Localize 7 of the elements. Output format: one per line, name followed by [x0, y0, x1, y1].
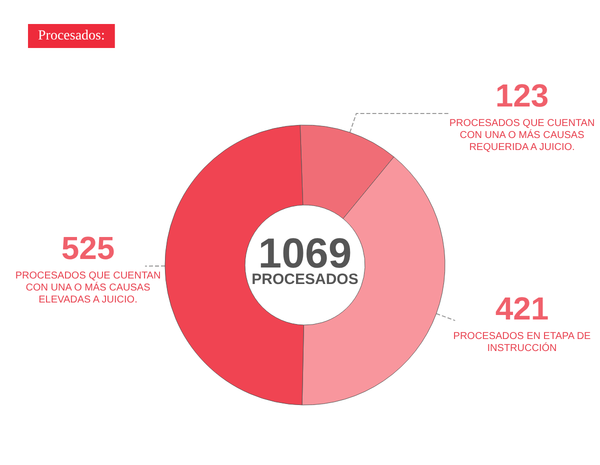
- data-label: 421: [495, 290, 549, 327]
- slice-label: PROCESADOS EN ETAPA DE INSTRUCCIÓN: [453, 331, 592, 354]
- data-label: 123: [495, 77, 549, 114]
- slice-label: PROCESADOS QUE CUENTAN CON UNA O MÁS CAUSAS ELEVADAS A JUICIO.: [15, 270, 161, 306]
- data-label: 525: [61, 230, 115, 266]
- slice-label: PROCESADOS QUE CUENTAN CON UNA O MÁS CAUSAS REQUERIDA A JUICIO.: [449, 118, 595, 153]
- chart-title: Procesados:: [38, 28, 105, 44]
